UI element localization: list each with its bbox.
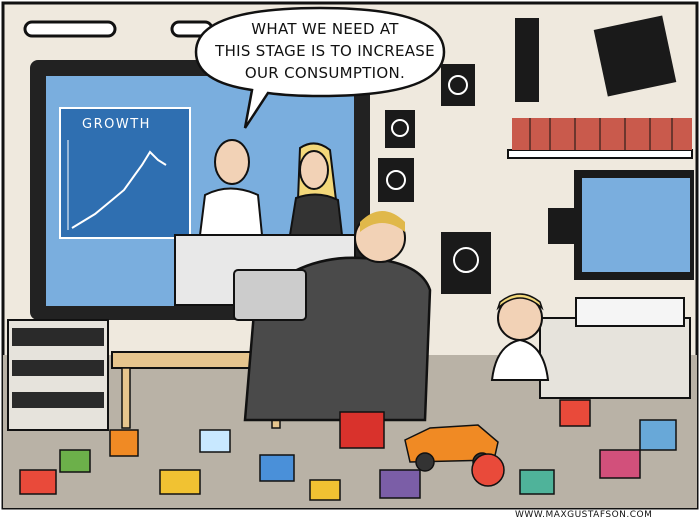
speech-line-1: WHAT WE NEED AT xyxy=(251,20,399,38)
speaker-corner xyxy=(593,15,677,97)
speaker-wall-3 xyxy=(378,158,414,202)
growth-label: GROWTH xyxy=(82,117,151,132)
speech-line-3: OUR CONSUMPTION. xyxy=(244,64,406,82)
child-body xyxy=(490,338,550,381)
anchor-woman-body xyxy=(288,193,344,236)
child-hair xyxy=(496,293,544,311)
man-hair xyxy=(360,211,405,232)
speech-bubble-text: WHAT WE NEED AT THIS STAGE IS TO INCREAS… xyxy=(205,18,445,84)
speaker-tall xyxy=(515,18,539,102)
toy-truck-red xyxy=(559,399,591,427)
laptop xyxy=(233,269,307,321)
anchor-man-head xyxy=(214,139,250,185)
receiver xyxy=(12,360,104,376)
speech-line-2: THIS STAGE IS TO INCREASE xyxy=(215,42,435,60)
anchor-woman-head xyxy=(299,150,329,190)
toy-yellow xyxy=(309,479,341,501)
shelf xyxy=(507,149,693,159)
toy-pile xyxy=(19,399,677,501)
tape-deck xyxy=(12,392,104,408)
speech-bubble-shape xyxy=(194,6,446,129)
speaker-small xyxy=(548,208,576,244)
toy-pink xyxy=(599,449,641,479)
toy-red-left xyxy=(19,469,57,495)
toy-car-orange xyxy=(404,424,499,463)
toy-block-green xyxy=(59,449,91,473)
speaker-wall-1 xyxy=(441,64,475,106)
shelf-book-dividers xyxy=(529,118,673,150)
speaker-floor xyxy=(441,232,491,294)
growth-chart-panel xyxy=(59,107,191,239)
console-cabinet xyxy=(539,317,691,399)
ceiling-light-left xyxy=(23,20,117,38)
growth-chart-line xyxy=(71,150,167,229)
toy-duck xyxy=(159,469,201,495)
toy-purple xyxy=(379,469,421,499)
toy-lightblue xyxy=(199,429,231,453)
speaker-wall-2 xyxy=(385,110,415,148)
second-tv-screen xyxy=(582,178,690,272)
artist-credit: WWW.MAXGUSTAFSON.COM xyxy=(515,510,653,520)
game-console xyxy=(575,297,685,327)
toy-teal xyxy=(519,469,555,495)
anchor-man-body xyxy=(198,187,264,236)
shelf-books xyxy=(512,118,692,150)
toy-orange-left xyxy=(109,429,139,457)
toy-blue-right xyxy=(639,419,677,451)
dvd-player xyxy=(12,328,104,346)
toy-ball xyxy=(471,453,505,487)
toy-house xyxy=(339,411,385,449)
toy-box-blue xyxy=(259,454,295,482)
